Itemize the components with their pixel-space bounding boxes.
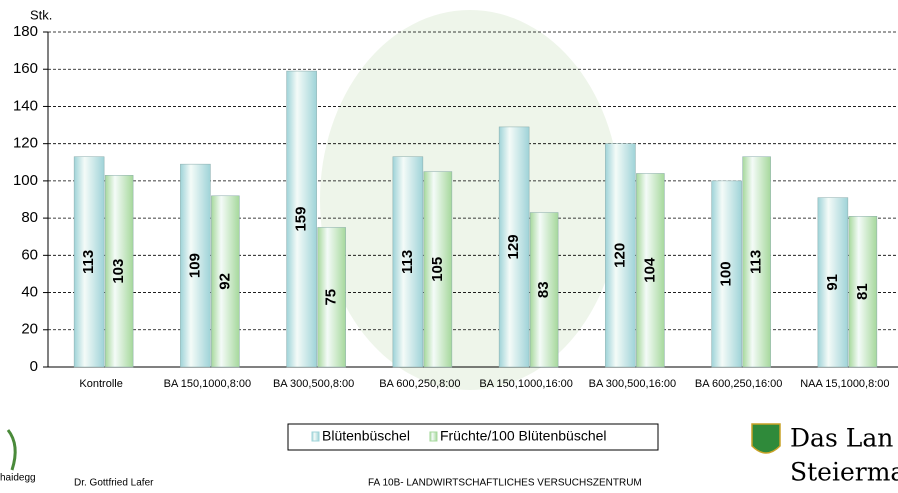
value-label: 92: [216, 273, 233, 290]
y-tick-label: 100: [13, 172, 38, 189]
y-tick-label: 120: [13, 135, 38, 152]
bar: [211, 195, 240, 368]
y-tick-label: 160: [13, 60, 38, 77]
background-logo: [320, 10, 620, 390]
bar: [817, 197, 849, 368]
y-tick-label: 60: [21, 246, 38, 263]
x-tick-label: BA 600,250,16:00: [694, 378, 783, 390]
brand-line2: Steierma: [790, 458, 898, 487]
bar: [848, 216, 878, 368]
logo-mark: [6, 429, 17, 471]
value-label: 113: [80, 250, 97, 274]
value-label: 83: [535, 281, 552, 298]
institution: FA 10B- LANDWIRTSCHAFTLICHES VERSUCHSZEN…: [368, 478, 642, 489]
bar: [317, 227, 346, 368]
value-label: 75: [323, 289, 340, 306]
value-label: 103: [110, 259, 127, 284]
x-tick-label: Kontrolle: [79, 378, 123, 390]
bar: [711, 180, 742, 368]
x-tick-label: BA 600,250,8:00: [379, 378, 461, 390]
value-label: 81: [854, 283, 871, 300]
legend-box: [287, 423, 659, 451]
value-label: 120: [611, 243, 628, 268]
author: Dr. Gottfried Lafer: [74, 478, 154, 489]
coat-of-arms: [751, 423, 781, 454]
logo-text: haidegg: [0, 473, 36, 484]
x-tick-label: BA 300,500,16:00: [588, 378, 677, 390]
y-tick-label: 40: [21, 284, 38, 301]
bar: [605, 143, 636, 368]
value-label: 91: [824, 274, 841, 291]
value-label: 159: [293, 207, 310, 232]
bar: [392, 156, 424, 368]
legend-swatch: [429, 431, 438, 442]
legend-label: Früchte/100 Blütenbüschel: [440, 428, 607, 444]
bar: [104, 175, 134, 368]
bar: [423, 171, 453, 368]
y-tick-label: 80: [21, 209, 38, 226]
value-label: 113: [748, 250, 765, 274]
bar: [498, 126, 530, 368]
value-label: 105: [429, 257, 446, 282]
y-tick-label: 140: [13, 97, 38, 114]
value-label: 129: [505, 234, 522, 259]
y-tick-label: 0: [30, 358, 38, 375]
y-tick-label: 180: [13, 23, 38, 40]
bar: [636, 173, 665, 368]
x-tick-label: NAA 15,1000,8:00: [800, 378, 890, 390]
value-label: 100: [718, 261, 735, 286]
bar: [742, 156, 771, 368]
legend-swatch: [311, 431, 320, 442]
x-tick-label: BA 150,1000,8:00: [163, 378, 252, 390]
bar: [73, 156, 105, 368]
x-tick-label: BA 300,500,8:00: [272, 378, 355, 390]
y-tick-label: 20: [21, 321, 38, 338]
y-axis-label: Stk.: [30, 7, 52, 22]
brand-line1: Das Lan: [790, 424, 893, 453]
value-label: 109: [186, 253, 203, 278]
bar: [286, 70, 317, 368]
x-tick-label: BA 150,1000,16:00: [479, 378, 573, 390]
bar: [529, 212, 559, 368]
legend-label: Blütenbüschel: [322, 428, 410, 444]
bar: [180, 163, 211, 368]
value-label: 104: [641, 257, 658, 283]
value-label: 113: [399, 250, 416, 274]
